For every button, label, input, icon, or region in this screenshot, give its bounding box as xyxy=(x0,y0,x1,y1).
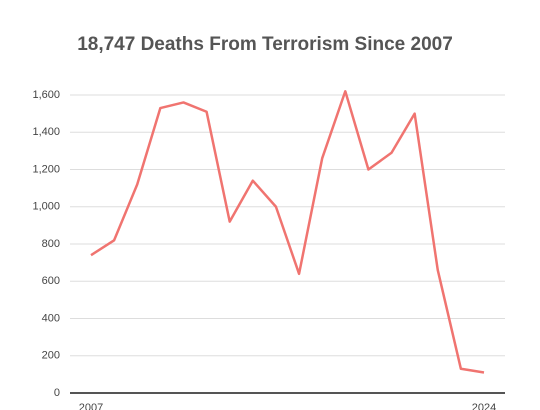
y-tick-label: 1,000 xyxy=(32,201,60,213)
data-line xyxy=(90,90,485,374)
y-tick-label: 1,400 xyxy=(32,126,60,138)
chart-title: 18,747 Deaths From Terrorism Since 2007 xyxy=(77,34,453,55)
x-tick-label: 2024 xyxy=(472,402,496,410)
x-tick-label: 2007 xyxy=(79,402,103,410)
y-tick-label: 600 xyxy=(42,275,60,287)
y-tick-label: 1,200 xyxy=(32,163,60,175)
y-tick-label: 0 xyxy=(54,387,60,399)
y-tick-label: 1,600 xyxy=(32,89,60,101)
y-tick-label: 800 xyxy=(42,238,60,250)
y-tick-label: 200 xyxy=(42,350,60,362)
y-tick-label: 400 xyxy=(42,312,60,324)
